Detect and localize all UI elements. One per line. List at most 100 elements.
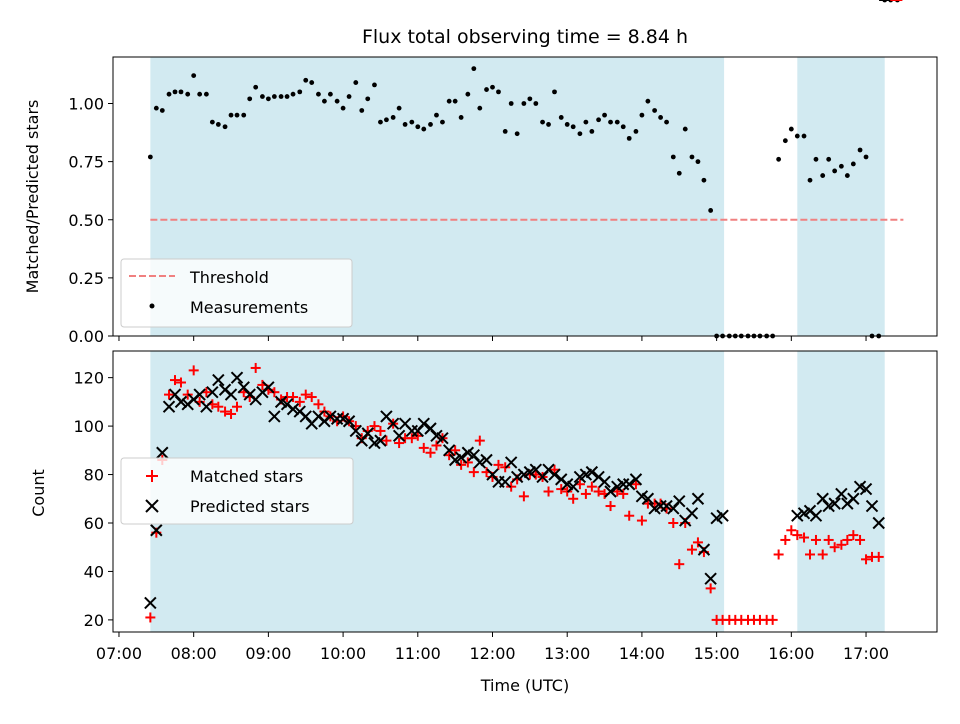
measurement-point [471,66,477,72]
predicted-star-point [268,410,281,423]
x-tick-label: 14:00 [619,644,665,663]
measurement-point [353,80,359,85]
matched-star-point [612,486,623,497]
predicted-star-point [454,451,468,464]
measurement-point [664,119,669,125]
measurement-point [346,94,352,99]
measurement-point [546,122,551,127]
measurement-point [826,156,832,162]
y-tick-label: 80 [84,466,104,485]
matched-star-point [213,401,224,412]
measurement-point [608,119,613,125]
predicted-star-point [480,453,493,467]
matched-star-point [873,551,884,562]
measurement-point [247,96,253,102]
matched-star-point [674,559,685,570]
matched-star-point [226,408,237,419]
measurement-point [695,159,701,165]
predicted-star-point [629,473,643,486]
predicted-star-point [623,478,636,491]
predicted-star-point [417,417,430,430]
measurement-point [776,156,782,162]
predicted-star-point [548,468,561,481]
x-tick-label: 10:00 [320,644,366,663]
predicted-star-point [144,596,157,610]
matched-star-point [294,396,305,407]
matched-star-point [350,421,361,432]
predicted-star-point [872,516,885,530]
measurements-series [147,0,900,339]
measurement-point [844,173,850,178]
top-y-axis: 0.00 0.25 0.50 0.75 1.00 [68,95,113,346]
measurement-point [340,105,346,111]
measurement-point [203,91,209,97]
x-tick-label: 17:00 [843,644,889,663]
matched-star-point [394,438,405,449]
matched-star-point [431,440,442,451]
matched-star-point [842,534,853,545]
predicted-star-point [566,480,580,493]
measurement-point [271,94,277,99]
matched-star-point [692,537,703,548]
matched-star-point [518,491,529,502]
predicted-star-point [262,381,275,394]
legend-threshold-label: Threshold [189,268,269,287]
top-y-axis-title: Matched/Predicted stars [23,100,42,294]
measurement-point [676,170,682,176]
measurement-point [496,89,501,95]
measurement-point [857,147,863,153]
predicted-star-point [162,400,176,413]
matched-star-point [543,486,554,497]
measurement-point [322,98,327,104]
measurement-point [620,124,626,130]
predicted-star-point [386,417,400,430]
measurement-point [820,173,826,178]
measurement-point [682,126,688,132]
y-tick-label: 0.25 [68,269,104,288]
predicted-star-point [791,509,804,522]
predicted-star-point [361,427,374,440]
measurement-point [278,94,284,99]
predicted-star-point [442,444,456,457]
matched-star-point [792,530,803,541]
matched-star-point [474,435,485,446]
measurement-point [159,108,165,113]
measurement-point [396,105,402,111]
matched-star-point [823,534,834,545]
measurement-point [788,126,794,132]
predicted-star-point [193,388,206,401]
measurement-point [645,98,651,104]
top-panel: 0.00 0.25 0.50 0.75 1.00 Matched/Predicted s… [23,0,938,346]
measurement-point [801,133,807,139]
predicted-star-point [212,373,225,387]
matched-star-point [220,406,231,417]
measurement-point [372,82,377,88]
measurement-point [701,177,707,183]
matched-star-point [164,389,175,400]
shaded-span-1 [797,57,885,336]
matched-star-point [780,534,791,545]
predicted-star-point [156,446,169,459]
matched-star-point [705,583,716,594]
measurement-point [172,89,178,95]
shaded-span-1 [797,351,885,632]
predicted-star-point [809,509,823,522]
measurement-point [863,154,869,160]
measurement-point [446,98,452,104]
measurement-point [832,168,838,174]
y-tick-label: 1.00 [68,95,104,114]
measurement-point [290,91,296,97]
matched-star-point [861,554,872,565]
matched-star-point [805,549,816,560]
measurement-point [813,156,819,162]
bottom-legend: Matched stars Predicted stars [120,457,354,525]
measurement-point [570,124,576,130]
predicted-star-point [673,494,686,508]
y-tick-label: 0.00 [68,327,104,346]
y-tick-label: 120 [73,369,104,388]
measurement-point [428,122,433,127]
predicted-star-point [230,371,244,384]
matched-star-point [618,488,629,499]
measurement-point [421,126,427,132]
predicted-star-point [206,385,219,399]
